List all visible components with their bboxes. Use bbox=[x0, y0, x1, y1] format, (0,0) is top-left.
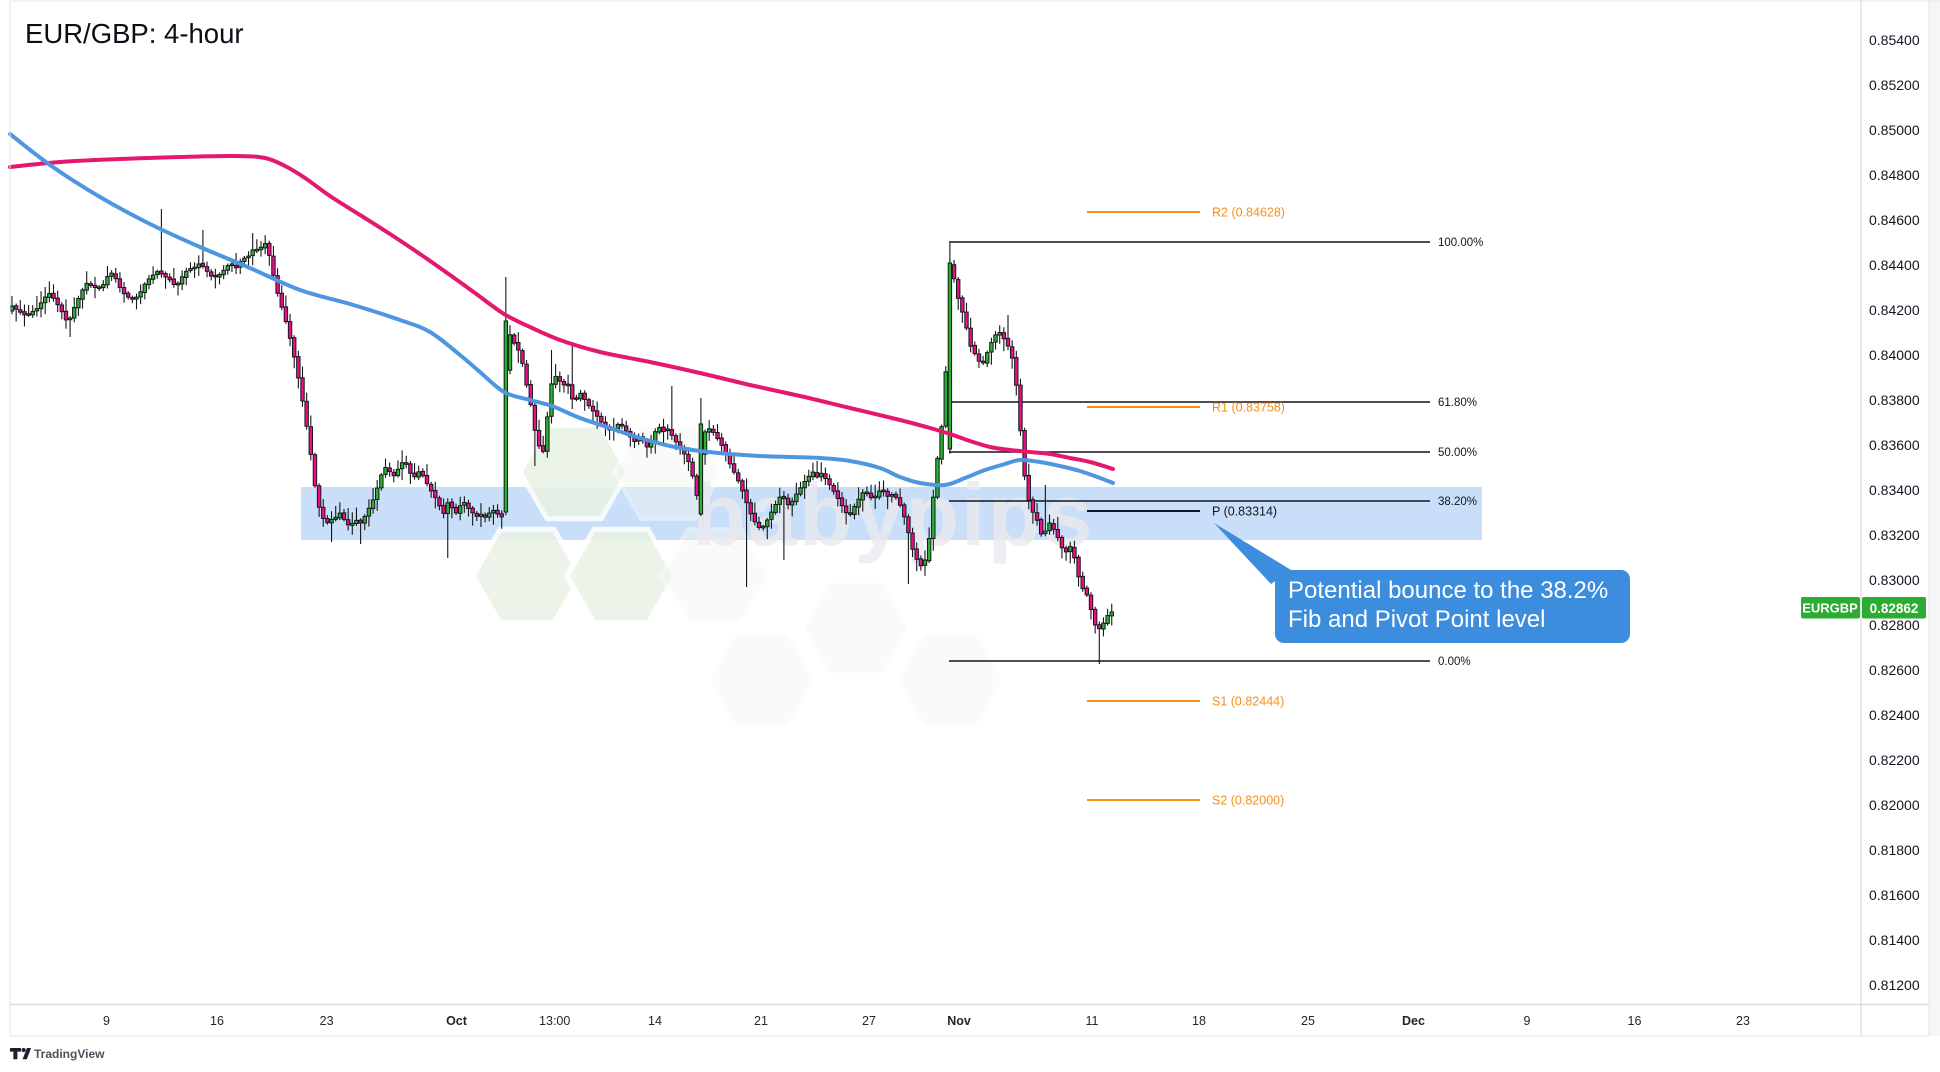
svg-text:Fib and Pivot Point level: Fib and Pivot Point level bbox=[1288, 606, 1545, 633]
svg-text:13:00: 13:00 bbox=[539, 1014, 570, 1028]
svg-text:0.84000: 0.84000 bbox=[1869, 347, 1920, 363]
svg-text:0.81200: 0.81200 bbox=[1869, 977, 1920, 993]
svg-text:Nov: Nov bbox=[947, 1014, 971, 1028]
svg-text:EUR/GBP: 4-hour: EUR/GBP: 4-hour bbox=[25, 18, 244, 49]
svg-text:0.85400: 0.85400 bbox=[1869, 32, 1920, 48]
svg-text:R2 (0.84628): R2 (0.84628) bbox=[1212, 206, 1285, 220]
svg-text:0.84600: 0.84600 bbox=[1869, 212, 1920, 228]
svg-text:0.83800: 0.83800 bbox=[1869, 392, 1920, 408]
svg-text:S2 (0.82000): S2 (0.82000) bbox=[1212, 794, 1284, 808]
svg-text:23: 23 bbox=[320, 1014, 334, 1028]
svg-text:0.84400: 0.84400 bbox=[1869, 257, 1920, 273]
svg-text:9: 9 bbox=[1524, 1014, 1531, 1028]
svg-text:S1 (0.82444): S1 (0.82444) bbox=[1212, 695, 1284, 709]
svg-text:11: 11 bbox=[1086, 1014, 1099, 1028]
svg-text:61.80%: 61.80% bbox=[1438, 397, 1477, 409]
svg-text:Oct: Oct bbox=[446, 1014, 468, 1028]
svg-text:EURGBP: EURGBP bbox=[1802, 601, 1858, 616]
svg-text:0.84200: 0.84200 bbox=[1869, 302, 1920, 318]
svg-text:23: 23 bbox=[1736, 1014, 1750, 1028]
svg-text:0.82600: 0.82600 bbox=[1869, 662, 1920, 678]
svg-text:0.81800: 0.81800 bbox=[1869, 842, 1920, 858]
svg-text:R1 (0.83758): R1 (0.83758) bbox=[1212, 401, 1285, 415]
svg-text:21: 21 bbox=[754, 1014, 768, 1028]
svg-text:25: 25 bbox=[1301, 1014, 1315, 1028]
svg-text:0.83000: 0.83000 bbox=[1869, 572, 1920, 588]
svg-text:0.84800: 0.84800 bbox=[1869, 167, 1920, 183]
svg-text:0.82800: 0.82800 bbox=[1869, 617, 1920, 633]
svg-text:50.00%: 50.00% bbox=[1438, 447, 1477, 459]
svg-text:0.00%: 0.00% bbox=[1438, 656, 1471, 668]
svg-text:0.85200: 0.85200 bbox=[1869, 77, 1920, 93]
svg-text:Dec: Dec bbox=[1402, 1014, 1425, 1028]
svg-text:0.81600: 0.81600 bbox=[1869, 887, 1920, 903]
svg-text:0.82000: 0.82000 bbox=[1869, 797, 1920, 813]
svg-text:18: 18 bbox=[1192, 1014, 1206, 1028]
svg-text:0.85000: 0.85000 bbox=[1869, 122, 1920, 138]
svg-text:9: 9 bbox=[103, 1014, 110, 1028]
svg-text:0.82200: 0.82200 bbox=[1869, 752, 1920, 768]
svg-text:0.83400: 0.83400 bbox=[1869, 482, 1920, 498]
svg-text:Potential bounce to the 38.2%: Potential bounce to the 38.2% bbox=[1288, 577, 1608, 604]
svg-text:16: 16 bbox=[1628, 1014, 1642, 1028]
svg-text:TradingView: TradingView bbox=[34, 1047, 105, 1061]
svg-text:16: 16 bbox=[210, 1014, 224, 1028]
svg-text:babypips: babypips bbox=[692, 465, 1094, 564]
svg-text:0.82400: 0.82400 bbox=[1869, 707, 1920, 723]
svg-text:0.82862: 0.82862 bbox=[1870, 601, 1919, 616]
svg-text:0.83600: 0.83600 bbox=[1869, 437, 1920, 453]
svg-text:0.81400: 0.81400 bbox=[1869, 932, 1920, 948]
svg-text:0.83200: 0.83200 bbox=[1869, 527, 1920, 543]
svg-text:P (0.83314): P (0.83314) bbox=[1212, 505, 1277, 519]
svg-text:38.20%: 38.20% bbox=[1438, 496, 1477, 508]
svg-text:100.00%: 100.00% bbox=[1438, 237, 1483, 249]
svg-text:14: 14 bbox=[648, 1014, 662, 1028]
svg-text:27: 27 bbox=[862, 1014, 876, 1028]
